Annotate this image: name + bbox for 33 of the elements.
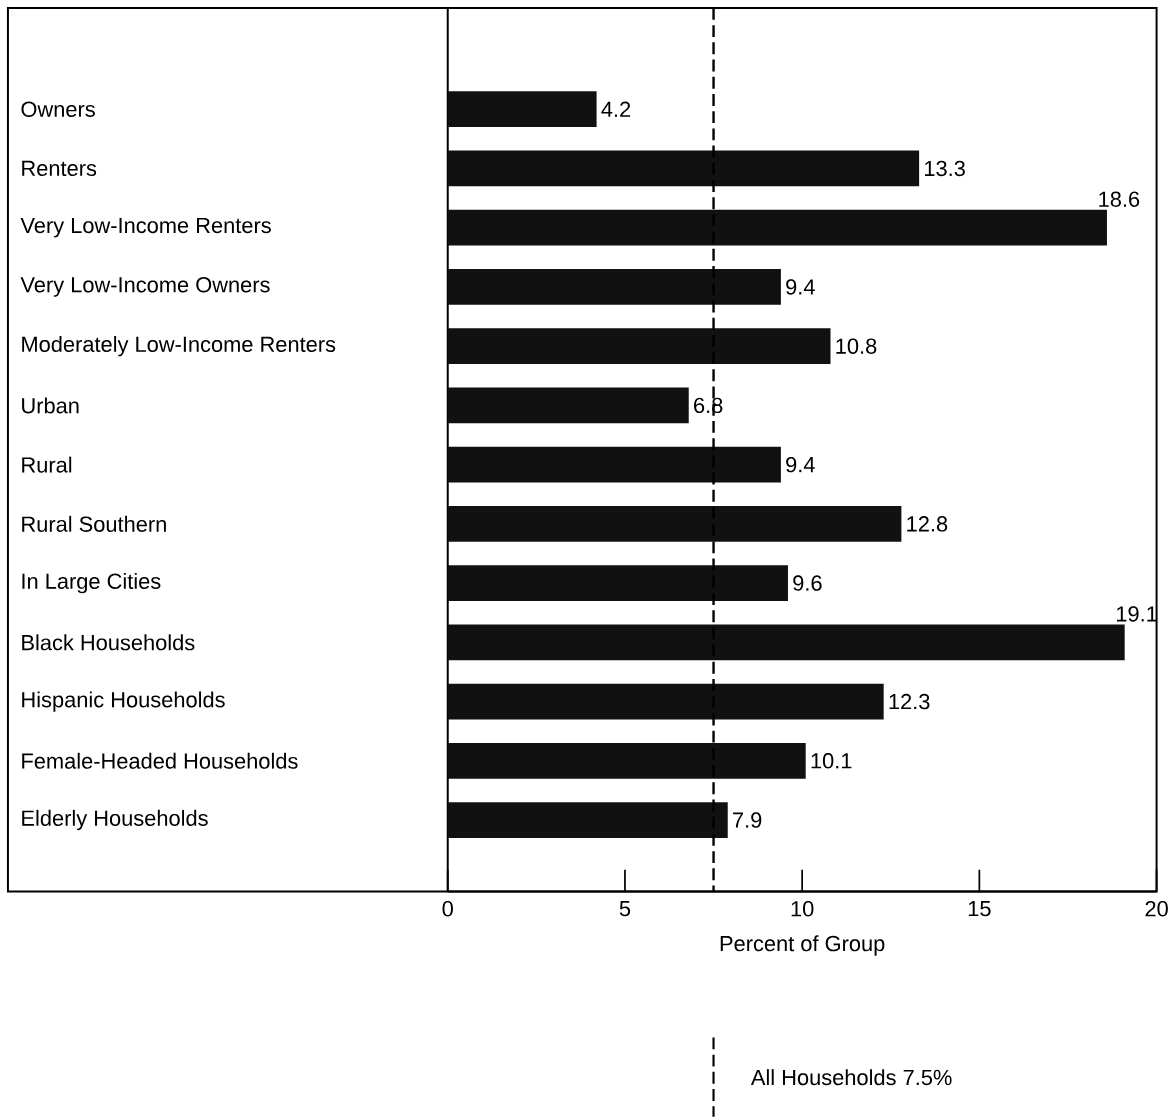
y-tick-label: Female-Headed Households [22, 752, 298, 769]
y-tick-label: Very Low-Income Owners [20, 277, 270, 297]
data-label: 7.9 [733, 812, 762, 828]
data-label: 10.1 [811, 753, 852, 769]
y-tick-label: Moderately Low-Income Renters [22, 335, 336, 357]
x-axis-title: Percent of Group [720, 935, 885, 956]
y-tick-label: Rural Southern [22, 515, 166, 532]
data-label: 9.4 [786, 279, 815, 295]
x-tick-label: 15 [968, 901, 991, 917]
x-tick-label: 5 [619, 901, 631, 917]
y-tick-label: Renters [22, 160, 97, 177]
data-label: 9.6 [793, 575, 822, 591]
y-tick-label: Owners [21, 101, 95, 117]
y-tick-label: Hispanic Households [22, 691, 225, 712]
x-tick-label: 0 [442, 901, 453, 917]
y-tick-label: Rural [22, 456, 72, 473]
data-label: 9.4 [786, 456, 815, 473]
data-label: 19.1 [1117, 606, 1157, 622]
data-label: 18.6 [1099, 191, 1140, 207]
x-tick-label: 20 [1145, 901, 1168, 917]
data-label: 12.8 [907, 516, 948, 532]
x-tick-label: 10 [791, 901, 814, 917]
data-label: 4.2 [601, 101, 631, 117]
y-tick-label: In Large Cities [22, 572, 161, 594]
data-label: 10.8 [836, 338, 877, 354]
y-tick-label: Black Households [22, 634, 195, 651]
data-label: 6.8 [694, 397, 723, 414]
data-label: 13.3 [925, 160, 965, 177]
data-label: 12.3 [889, 693, 930, 710]
y-tick-label: Elderly Households [22, 809, 208, 831]
y-tick-label: Urban [22, 397, 79, 414]
y-tick-label: Very Low-Income Renters [20, 217, 271, 238]
ref-line-label: All Households 7.5% [750, 1069, 952, 1086]
